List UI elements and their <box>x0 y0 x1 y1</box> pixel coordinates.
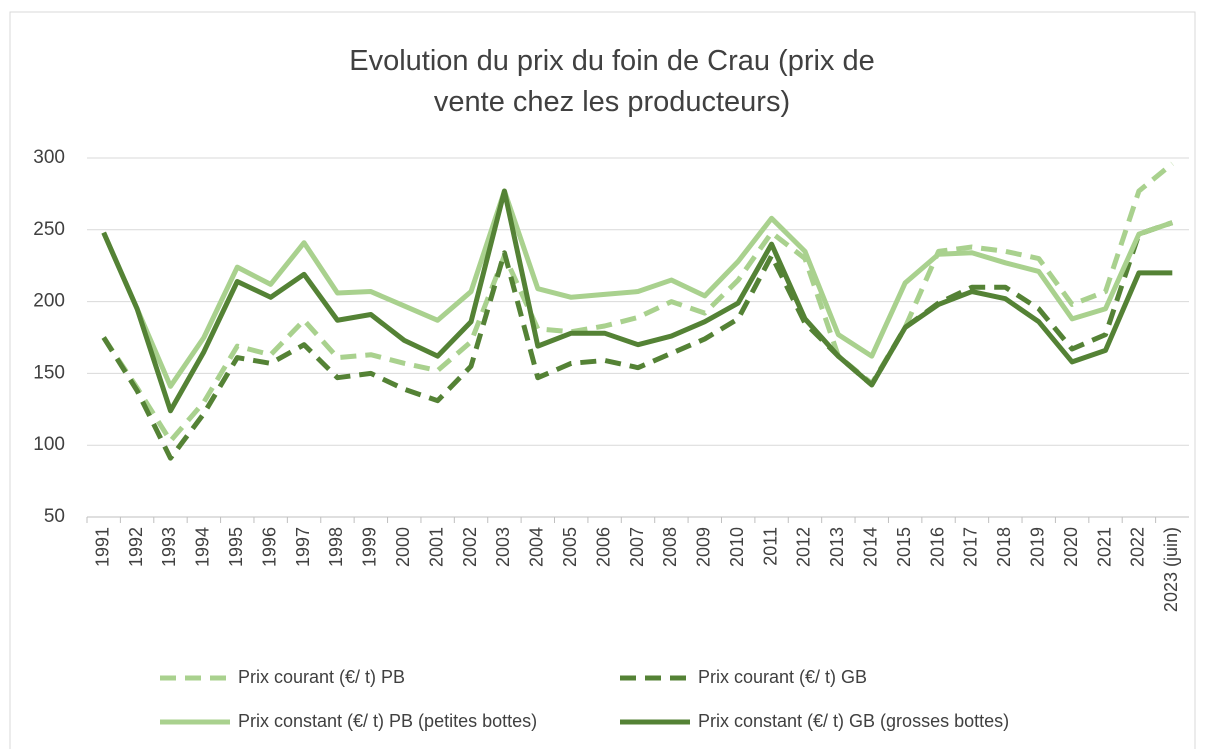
x-tick-label: 1996 <box>259 527 279 567</box>
x-tick-label: 2003 <box>493 527 513 567</box>
x-tick-label: 1995 <box>226 527 246 567</box>
x-tick-label: 2022 <box>1128 527 1148 567</box>
x-tick-label: 2008 <box>660 527 680 567</box>
x-tick-label: 2019 <box>1027 527 1047 567</box>
x-tick-label: 2000 <box>393 527 413 567</box>
x-tick-label: 2012 <box>794 527 814 567</box>
line-series <box>101 161 1174 444</box>
x-tick-label: 2007 <box>627 527 647 567</box>
y-tick-label: 150 <box>33 362 65 383</box>
line-series <box>101 188 1173 414</box>
x-tick-label: 2011 <box>760 527 780 566</box>
x-tick-label: 1992 <box>126 527 146 567</box>
legend-label: Prix constant (€/ t) GB (grosses bottes) <box>698 711 1009 731</box>
y-tick-label: 300 <box>33 147 65 168</box>
x-tick-label: 2002 <box>460 527 480 567</box>
y-tick-label: 50 <box>44 506 65 527</box>
x-tick-label: 1993 <box>159 527 179 567</box>
x-tick-label: 2001 <box>426 527 446 567</box>
x-tick-label: 1999 <box>360 527 380 567</box>
legend-label: Prix courant (€/ t) PB <box>238 667 405 687</box>
chart-frame <box>9 11 1196 749</box>
x-tick-label: 2021 <box>1094 527 1114 567</box>
x-tick-label: 2013 <box>827 527 847 567</box>
x-tick-label: 2004 <box>527 527 547 567</box>
x-tick-label: 2009 <box>694 527 714 567</box>
x-tick-label: 2016 <box>927 527 947 567</box>
legend-label: Prix courant (€/ t) GB <box>698 667 867 687</box>
y-tick-label: 250 <box>33 219 65 240</box>
x-tick-label: 2015 <box>894 527 914 567</box>
x-tick-label: 2023 (juin) <box>1161 527 1181 612</box>
x-tick-label: 2006 <box>593 527 613 567</box>
x-tick-label: 1997 <box>293 527 313 567</box>
chart-title: Evolution du prix du foin de Crau (prix … <box>349 45 875 118</box>
x-tick-label: 2005 <box>560 527 580 567</box>
x-tick-label: 2018 <box>994 527 1014 567</box>
x-tick-label: 1994 <box>193 527 213 567</box>
y-tick-label: 200 <box>33 291 65 312</box>
line-series <box>101 188 1174 389</box>
x-tick-label: 1998 <box>326 527 346 567</box>
x-tick-label: 2020 <box>1061 527 1081 567</box>
x-tick-label: 2010 <box>727 527 747 567</box>
line-series <box>101 220 1174 461</box>
x-tick-label: 2017 <box>961 527 981 567</box>
legend-label: Prix constant (€/ t) PB (petites bottes) <box>238 711 537 731</box>
x-tick-label: 1991 <box>92 527 112 567</box>
x-tick-label: 2014 <box>861 527 881 567</box>
y-tick-label: 100 <box>33 434 65 455</box>
